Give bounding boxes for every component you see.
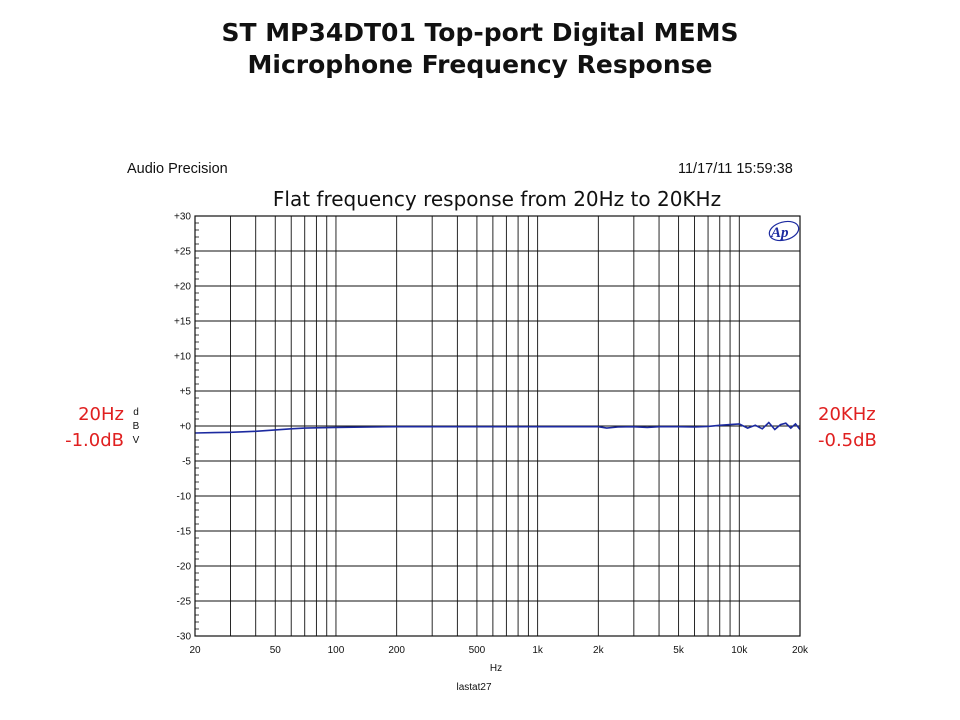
- x-tick-label: 500: [469, 645, 486, 656]
- y-tick-label: -30: [177, 632, 192, 643]
- y-axis-label-b: B: [133, 421, 140, 432]
- x-tick-label: 50: [270, 645, 282, 656]
- callout-20khz-freq: 20KHz: [818, 404, 876, 425]
- instrument-brand: Audio Precision: [127, 161, 228, 177]
- x-tick-label: 5k: [673, 645, 685, 656]
- y-tick-label: -25: [177, 597, 192, 608]
- callout-20hz-level: -1.0dB: [65, 430, 124, 451]
- measurement-timestamp: 11/17/11 15:59:38: [678, 161, 793, 177]
- y-tick-label: +25: [174, 247, 191, 258]
- x-tick-label: 1k: [532, 645, 544, 656]
- y-tick-label: +20: [174, 282, 191, 293]
- y-tick-label: +5: [180, 387, 192, 398]
- y-tick-label: +10: [174, 352, 191, 363]
- axis-ticks: +30 +25 +20 +15 +10 +5 +0 -5 -10 -15 -20 -25 -30 20 50…: [174, 212, 809, 657]
- x-tick-label: 20k: [792, 645, 809, 656]
- response-trace: [194, 421, 801, 434]
- callout-20khz-level: -0.5dB: [818, 430, 877, 451]
- flat-response-annotation: Flat frequency response from 20Hz to 20K…: [272, 187, 722, 211]
- chart-footer: lastat27: [456, 682, 491, 693]
- x-tick-label: 20: [189, 645, 201, 656]
- y-axis-label-d: d: [133, 407, 139, 418]
- chart-title-line-2: Microphone Frequency Response: [247, 50, 713, 79]
- logo-text: Ap: [770, 225, 789, 241]
- ap-logo-icon: Ap: [768, 220, 800, 242]
- callout-20hz-freq: 20Hz: [78, 404, 124, 425]
- y-tick-label: -15: [177, 527, 192, 538]
- plot-frame: [194, 215, 801, 637]
- y-tick-label: -5: [182, 457, 191, 468]
- callout-20khz: 20KHz -0.5dB: [818, 402, 908, 454]
- y-tick-label: -20: [177, 562, 192, 573]
- y-tick-label: +30: [174, 212, 191, 223]
- trace-layer: [194, 421, 801, 434]
- x-tick-label: 200: [388, 645, 405, 656]
- x-tick-label: 10k: [731, 645, 748, 656]
- x-tick-label: 2k: [593, 645, 605, 656]
- y-tick-label: +15: [174, 317, 191, 328]
- y-tick-label: +0: [180, 422, 192, 433]
- y-axis-label-v: V: [133, 435, 140, 446]
- chart-title-line-1: ST MP34DT01 Top-port Digital MEMS: [221, 18, 739, 47]
- y-tick-label: -10: [177, 492, 192, 503]
- x-tick-label: 100: [328, 645, 345, 656]
- callout-20hz: 20Hz -1.0dB: [40, 402, 124, 454]
- x-axis-label: Hz: [490, 663, 502, 674]
